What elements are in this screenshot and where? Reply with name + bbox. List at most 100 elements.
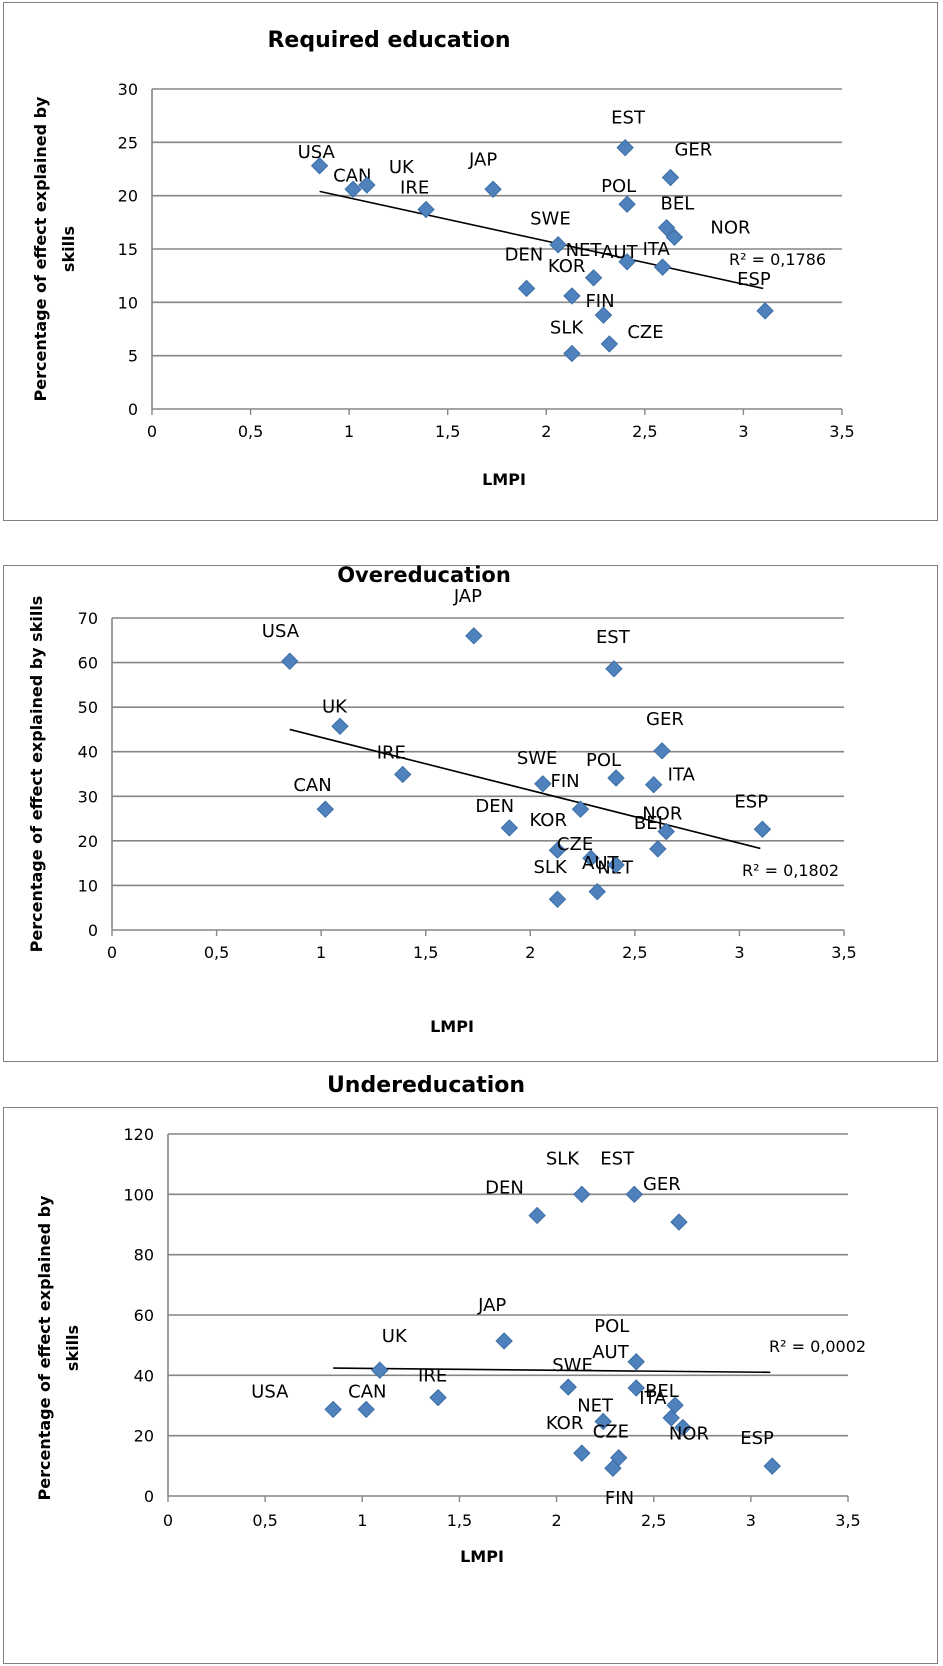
y-tick-label: 15: [118, 240, 138, 259]
data-point-ger: [670, 1213, 688, 1231]
point-label-swe: SWE: [552, 1355, 593, 1376]
x-tick-label: 1,5: [447, 1511, 472, 1530]
data-point-bel: [666, 1396, 684, 1414]
point-label-nor: NOR: [710, 217, 750, 238]
x-tick-label: 2,5: [622, 943, 647, 962]
data-point-pol: [618, 195, 636, 213]
point-label-fin: FIN: [605, 1488, 634, 1509]
point-label-uk: UK: [322, 696, 348, 717]
point-label-usa: USA: [262, 621, 300, 642]
point-label-cze: CZE: [627, 322, 663, 343]
data-point-pol: [607, 769, 625, 787]
x-tick-label: 0: [147, 422, 157, 441]
point-label-est: EST: [600, 1148, 635, 1169]
data-point-swe: [559, 1378, 577, 1396]
point-label-slk: SLK: [550, 318, 584, 339]
chart-undereducation: Undereducation 0 20 40 60 80 100 120 0 0,5 1 1,5 2 2,…: [35, 1073, 866, 1566]
data-point-nor: [657, 822, 675, 841]
y-tick-label: 30: [118, 80, 138, 99]
y-tick-label: 30: [78, 787, 98, 806]
x-axis-title: LMPI: [482, 470, 526, 489]
y-tick-label: 70: [78, 609, 98, 628]
point-label-den: DEN: [485, 1177, 524, 1198]
point-label-esp: ESP: [737, 269, 771, 290]
y-tick-label: 25: [118, 133, 138, 152]
point-label-est: EST: [596, 627, 631, 648]
point-label-bel: BEL: [661, 194, 695, 215]
data-point-jap: [484, 180, 502, 198]
point-label-pol: POL: [594, 1316, 629, 1337]
data-point-cze: [582, 849, 600, 867]
y-tick-label: 20: [78, 832, 98, 851]
data-point-aut: [627, 1379, 645, 1397]
data-point-ger: [653, 742, 671, 760]
data-point-cze: [600, 335, 619, 353]
chart-panel-overeducation: Overeducation 0 10 20 30 40 50 60 70 0 0,5 1 1,5 2 2,5…: [3, 563, 938, 1062]
x-tick-label: 2: [525, 943, 535, 962]
y-tick-label: 20: [118, 187, 138, 206]
r-squared-label: R² = 0,1802: [742, 861, 839, 880]
y-tick-label: 5: [128, 347, 138, 366]
point-label-ger: GER: [674, 140, 712, 161]
data-point-nor: [665, 228, 684, 246]
point-label-slk: SLK: [533, 857, 567, 878]
point-label-net: NET: [566, 240, 603, 261]
point-label-cze: CZE: [593, 1422, 629, 1443]
x-tick-label: 0,5: [204, 943, 229, 962]
data-point-ire: [417, 200, 435, 219]
point-label-ire: IRE: [418, 1366, 447, 1387]
data-point-bel: [649, 840, 667, 858]
point-label-swe: SWE: [517, 748, 558, 769]
point-label-ita: ITA: [643, 239, 671, 260]
trendline: [319, 190, 764, 290]
chart-title: Overeducation: [337, 563, 511, 587]
point-label-den: DEN: [505, 244, 544, 265]
point-label-aut: AUT: [601, 242, 638, 263]
data-point-jap: [465, 627, 483, 645]
y-tick-label: 40: [134, 1366, 154, 1385]
y-tick-label: 0: [88, 921, 98, 940]
point-label-fin: FIN: [585, 291, 614, 312]
point-label-kor: KOR: [529, 810, 567, 831]
point-label-jap: JAP: [477, 1295, 506, 1316]
data-point-net: [588, 882, 606, 901]
point-label-slk: SLK: [546, 1148, 580, 1169]
point-label-ita: ITA: [668, 765, 696, 786]
chart-required-education: Required education 0 5 10 15 20 25 30 0 0,5 1 1,5 2 2…: [31, 28, 855, 489]
point-label-ger: GER: [643, 1174, 681, 1195]
data-point-slk: [548, 890, 567, 908]
y-tick-label: 10: [78, 876, 98, 895]
chart-title: Undereducation: [327, 1073, 525, 1098]
data-point-usa: [324, 1400, 342, 1419]
data-point-swe: [534, 775, 552, 793]
data-point-uk: [331, 717, 349, 736]
chart-overeducation: Overeducation 0 10 20 30 40 50 60 70 0 0,5 1 1,5 2 2,5…: [27, 563, 857, 1036]
point-label-den: DEN: [475, 796, 514, 817]
point-label-bel: BEL: [645, 1381, 679, 1402]
data-point-ger: [661, 168, 680, 187]
x-tick-label: 1,5: [413, 943, 438, 962]
data-point-est: [616, 138, 634, 157]
x-tick-label: 1: [357, 1511, 367, 1530]
data-point-esp: [753, 820, 772, 838]
data-point-uk: [358, 176, 376, 194]
data-point-ita: [662, 1409, 680, 1427]
data-point-cze: [610, 1448, 628, 1467]
data-point-nor: [674, 1418, 692, 1437]
data-point-est: [605, 660, 623, 678]
x-tick-label: 3,5: [829, 422, 854, 441]
data-point-ita: [644, 775, 663, 794]
point-label-jap: JAP: [468, 149, 497, 170]
x-axis-title: LMPI: [460, 1547, 504, 1566]
data-point-esp: [763, 1457, 781, 1475]
data-point-bel: [657, 218, 676, 237]
data-point-usa: [281, 652, 299, 670]
point-label-swe: SWE: [530, 209, 571, 230]
data-point-net: [594, 1412, 612, 1431]
y-tick-label: 10: [118, 293, 138, 312]
x-tick-label: 2: [541, 422, 551, 441]
data-point-slk: [573, 1185, 591, 1204]
data-point-fin: [571, 800, 590, 818]
data-point-fin: [594, 306, 613, 324]
data-point-den: [500, 819, 519, 837]
